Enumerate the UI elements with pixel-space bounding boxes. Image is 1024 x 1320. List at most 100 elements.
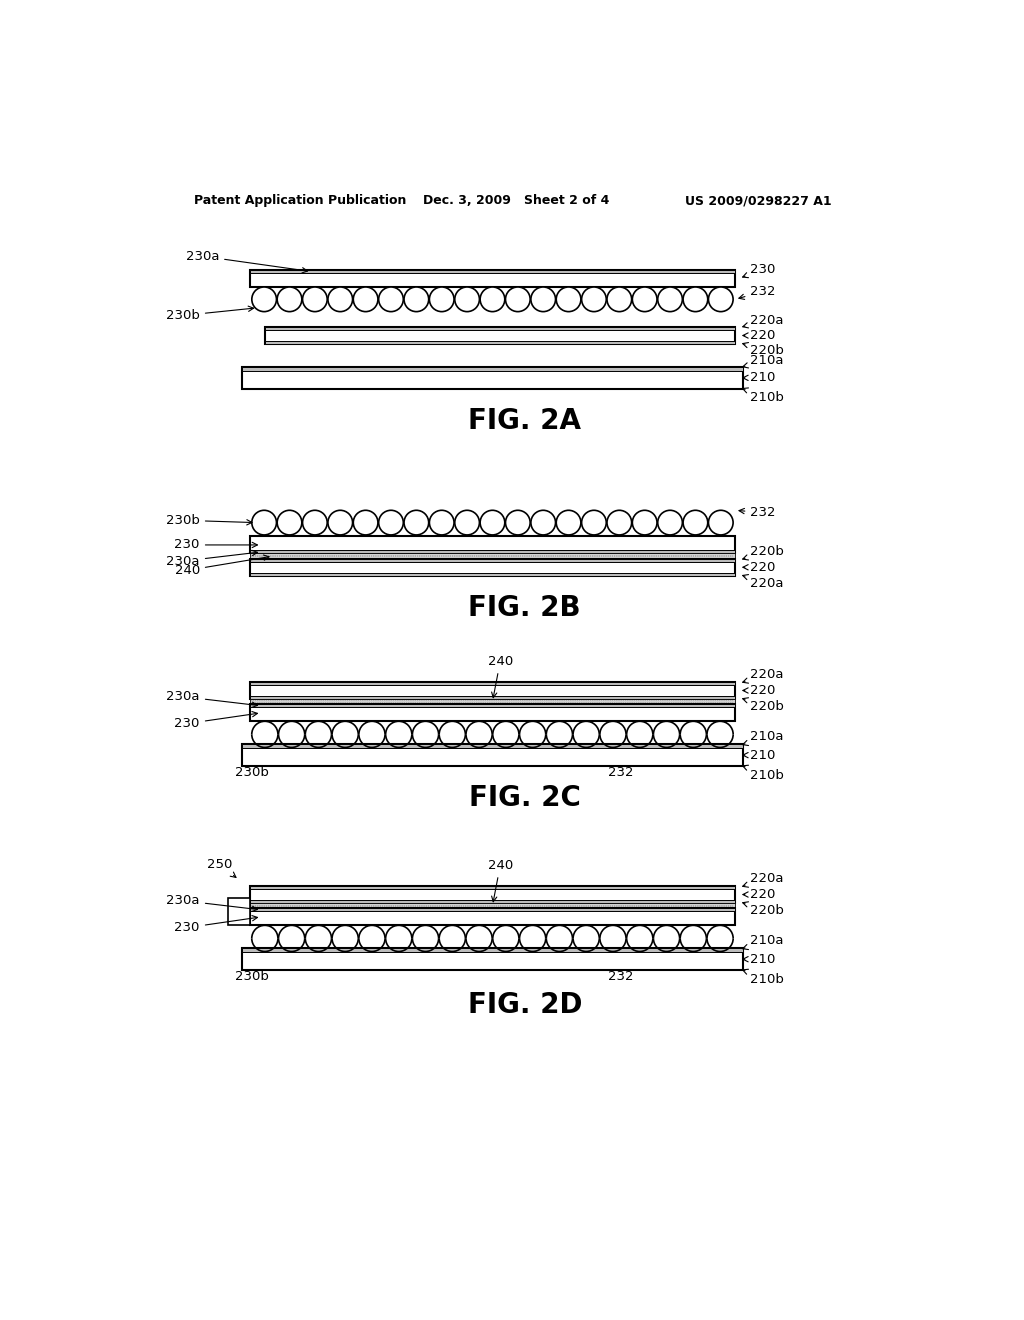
Text: 220b: 220b <box>742 902 784 917</box>
Text: 220a: 220a <box>742 314 784 327</box>
Bar <box>265 327 735 330</box>
Text: 230: 230 <box>742 263 776 277</box>
Bar <box>250 682 735 685</box>
Bar <box>243 744 742 748</box>
Text: Dec. 3, 2009   Sheet 2 of 4: Dec. 3, 2009 Sheet 2 of 4 <box>423 194 609 207</box>
Text: Patent Application Publication: Patent Application Publication <box>194 194 407 207</box>
Bar <box>250 705 735 708</box>
Text: 220b: 220b <box>742 545 784 560</box>
Circle shape <box>709 286 733 312</box>
Bar <box>265 327 735 345</box>
Circle shape <box>633 286 657 312</box>
Text: FIG. 2A: FIG. 2A <box>468 407 582 436</box>
Text: 232: 232 <box>608 766 634 779</box>
Text: 250: 250 <box>207 858 236 878</box>
Bar <box>250 550 735 553</box>
Bar <box>250 536 735 553</box>
Text: 230b: 230b <box>234 970 268 982</box>
Circle shape <box>302 511 328 535</box>
Bar <box>250 908 735 911</box>
Circle shape <box>633 511 657 535</box>
Bar <box>228 899 250 925</box>
Circle shape <box>328 286 352 312</box>
Bar <box>250 573 735 576</box>
Text: 220: 220 <box>742 561 776 574</box>
Text: 230: 230 <box>174 916 257 935</box>
Circle shape <box>353 286 378 312</box>
Text: 210a: 210a <box>742 354 784 368</box>
Circle shape <box>278 286 302 312</box>
Text: 240: 240 <box>175 554 269 577</box>
Text: 210: 210 <box>742 371 776 384</box>
Circle shape <box>302 286 328 312</box>
Bar <box>250 558 735 576</box>
Text: 210a: 210a <box>742 730 784 746</box>
Circle shape <box>328 511 352 535</box>
Text: 220: 220 <box>742 684 776 697</box>
Text: 232: 232 <box>608 970 634 982</box>
Text: 220a: 220a <box>742 668 784 684</box>
Bar <box>250 271 735 286</box>
Circle shape <box>252 511 276 535</box>
Text: 220: 220 <box>742 888 776 902</box>
Circle shape <box>556 286 581 312</box>
Circle shape <box>657 511 682 535</box>
Circle shape <box>506 511 530 535</box>
Text: 230: 230 <box>174 539 257 552</box>
Text: 230a: 230a <box>166 550 257 568</box>
Text: 230a: 230a <box>185 249 307 273</box>
Bar <box>250 886 735 903</box>
Bar <box>250 903 735 908</box>
Bar <box>243 367 742 371</box>
Bar <box>250 908 735 925</box>
Circle shape <box>278 511 302 535</box>
Bar <box>250 886 735 890</box>
Text: 210: 210 <box>742 953 776 966</box>
Text: 210a: 210a <box>742 935 784 949</box>
Circle shape <box>455 511 479 535</box>
Circle shape <box>582 286 606 312</box>
Bar <box>243 948 742 970</box>
Circle shape <box>353 511 378 535</box>
Bar <box>250 553 735 558</box>
Circle shape <box>709 511 733 535</box>
Circle shape <box>480 511 505 535</box>
Text: 240: 240 <box>487 859 513 902</box>
Bar <box>243 367 742 388</box>
Bar <box>250 705 735 721</box>
Text: 220a: 220a <box>742 871 784 887</box>
Bar <box>265 341 735 345</box>
Circle shape <box>582 511 606 535</box>
Circle shape <box>683 511 708 535</box>
Text: 230: 230 <box>174 711 257 730</box>
Circle shape <box>252 286 276 312</box>
Text: 220b: 220b <box>742 343 784 358</box>
Circle shape <box>379 511 403 535</box>
Bar <box>250 271 735 273</box>
Text: 230b: 230b <box>166 513 252 527</box>
Text: FIG. 2B: FIG. 2B <box>469 594 581 622</box>
Text: FIG. 2D: FIG. 2D <box>468 990 582 1019</box>
Circle shape <box>607 286 632 312</box>
Bar <box>243 948 742 952</box>
Circle shape <box>683 286 708 312</box>
Text: 230b: 230b <box>234 766 268 779</box>
Circle shape <box>379 286 403 312</box>
Text: FIG. 2C: FIG. 2C <box>469 784 581 812</box>
Circle shape <box>404 511 429 535</box>
Circle shape <box>455 286 479 312</box>
Bar <box>250 700 735 705</box>
Circle shape <box>429 511 454 535</box>
Circle shape <box>480 286 505 312</box>
Text: 210b: 210b <box>742 766 784 781</box>
Bar <box>250 900 735 903</box>
Circle shape <box>530 286 555 312</box>
Circle shape <box>556 511 581 535</box>
Bar <box>250 558 735 562</box>
Text: 240: 240 <box>487 655 513 698</box>
Circle shape <box>506 286 530 312</box>
Bar <box>250 696 735 700</box>
Circle shape <box>530 511 555 535</box>
Circle shape <box>404 286 429 312</box>
Text: 220: 220 <box>742 329 776 342</box>
